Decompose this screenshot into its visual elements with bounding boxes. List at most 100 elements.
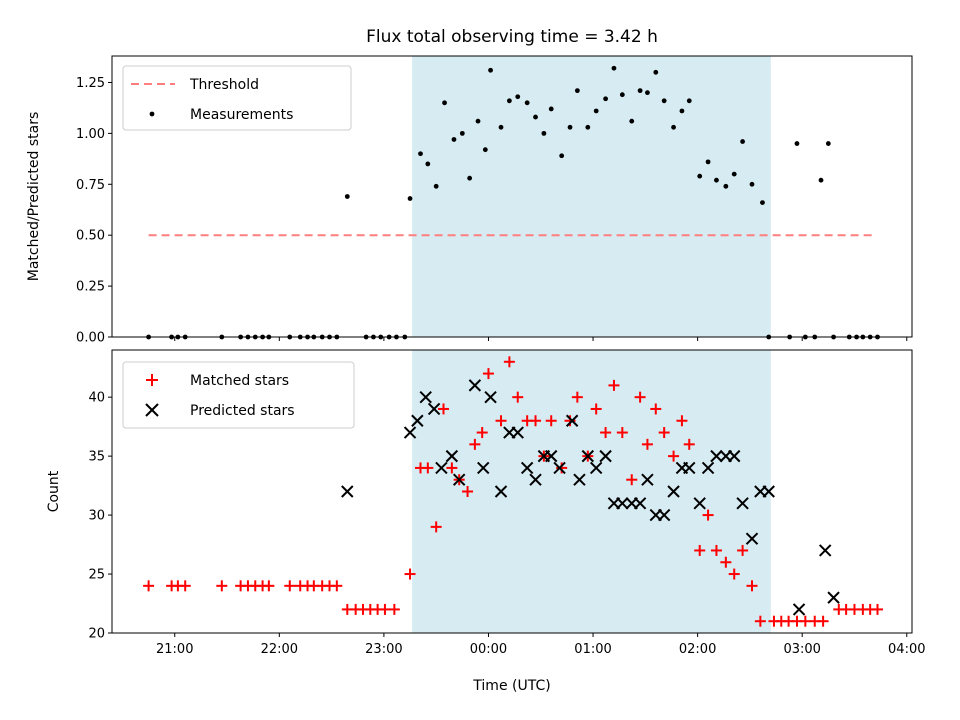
predicted-star-point <box>827 591 840 604</box>
matched-star-point <box>720 556 732 568</box>
measurement-point <box>679 108 685 114</box>
matched-star-point <box>545 415 557 427</box>
predicted-star-point <box>667 485 680 498</box>
measurement-point <box>593 108 599 114</box>
measurement-point <box>574 88 580 94</box>
top-axes-frame <box>111 55 913 338</box>
y-tick-label: 0.50 <box>76 229 105 244</box>
matched-star-point <box>754 615 766 627</box>
matched-star-point <box>404 568 416 580</box>
matched-star-point <box>143 580 155 592</box>
measurement-point <box>714 177 719 183</box>
predicted-star-point <box>520 461 534 475</box>
matched-star-point <box>556 462 568 474</box>
y-tick-label: 25 <box>88 568 105 583</box>
measurement-point <box>533 114 538 120</box>
matched-star-point <box>871 603 883 615</box>
matched-star-point <box>482 368 494 380</box>
predicted-star-point <box>411 414 424 427</box>
matched-star-point <box>676 415 688 427</box>
matched-star-point <box>817 615 829 627</box>
bottom-legend: Matched stars Predicted stars <box>122 361 355 429</box>
matched-star-point <box>702 509 714 521</box>
x-tick-label: 21:00 <box>156 642 193 657</box>
measurement-point <box>611 65 617 71</box>
measurement-point <box>794 141 800 146</box>
measurement-point <box>559 153 565 159</box>
predicted-star-point <box>701 461 715 475</box>
matched-star-point <box>710 544 722 556</box>
predicted-star-point <box>427 402 441 416</box>
y-tick-label: 0.75 <box>76 178 105 193</box>
matched-star-point <box>641 438 653 450</box>
measurement-point <box>645 90 650 96</box>
measurement-point <box>567 124 573 130</box>
measurement-point <box>825 141 831 146</box>
matched-star-point <box>430 521 442 533</box>
measurement-point <box>418 151 423 157</box>
matched-star-point <box>737 544 749 556</box>
legend-threshold-label: Threshold <box>189 77 259 93</box>
top-x-ticks <box>174 337 908 341</box>
predicted-star-point <box>657 508 671 522</box>
y-tick-label: 40 <box>88 391 105 406</box>
x-tick-label: 23:00 <box>365 642 402 657</box>
measurement-point <box>686 98 692 104</box>
measurement-point <box>629 118 635 124</box>
legend-predicted-swatch <box>145 403 159 417</box>
measurement-point <box>740 139 745 144</box>
predicted-star-point <box>792 603 806 616</box>
matched-star-point <box>616 427 628 439</box>
predicted-star-point <box>341 485 354 498</box>
predicted-star-point <box>633 497 647 510</box>
x-tick-label: 04:00 <box>888 642 925 657</box>
top-y-axis-label: Matched/Predicted stars <box>26 112 42 282</box>
measurement-point <box>515 94 521 100</box>
measurement-point <box>653 69 659 75</box>
legend-measurements-label: Measurements <box>190 107 293 123</box>
predicted-star-point <box>468 379 482 392</box>
measurement-point <box>619 92 625 98</box>
matched-star-point <box>668 450 680 462</box>
matched-star-point <box>503 356 515 368</box>
x-tick-label: 03:00 <box>783 642 820 657</box>
measurement-point <box>506 98 512 104</box>
y-tick-label: 0.00 <box>76 331 105 346</box>
matched-star-point <box>634 391 646 403</box>
predicted-star-point <box>452 473 466 486</box>
predicted-star-point <box>762 485 775 498</box>
predicted-star-point <box>529 473 542 486</box>
measurement-point <box>585 124 591 130</box>
measurements-series <box>146 65 880 340</box>
top-panel: 0.00 0.25 0.50 0.75 1.00 1.25 Matched/Predict… <box>26 55 913 346</box>
measurement-point <box>661 98 667 104</box>
x-tick-label: 01:00 <box>574 642 611 657</box>
predicted-stars-series <box>341 379 840 616</box>
measurement-point <box>459 130 465 136</box>
predicted-star-point <box>616 497 629 510</box>
predicted-star-point <box>683 461 696 475</box>
measurement-point <box>723 183 729 189</box>
measurement-point <box>603 96 608 102</box>
measurement-point <box>344 194 350 199</box>
x-tick-label: 00:00 <box>470 642 507 657</box>
bottom-y-axis-label: Count <box>46 470 62 512</box>
matched-star-point <box>799 615 811 627</box>
measurement-point <box>524 100 530 106</box>
matched-star-point <box>530 415 542 427</box>
measurement-point <box>451 137 457 142</box>
measurement-point <box>671 124 676 130</box>
x-axis-label: Time (UTC) <box>472 678 550 694</box>
predicted-star-point <box>419 390 432 404</box>
bottom-legend-box <box>122 361 355 429</box>
predicted-star-point <box>573 473 586 486</box>
predicted-star-point <box>599 449 612 463</box>
predicted-star-point <box>581 449 595 463</box>
measurement-point <box>541 130 547 136</box>
top-legend-box <box>122 65 352 131</box>
predicted-star-point <box>736 497 749 510</box>
predicted-star-point <box>553 461 566 475</box>
matched-star-point <box>476 427 488 439</box>
predicted-star-point <box>728 449 741 463</box>
predicted-star-point <box>494 485 508 498</box>
